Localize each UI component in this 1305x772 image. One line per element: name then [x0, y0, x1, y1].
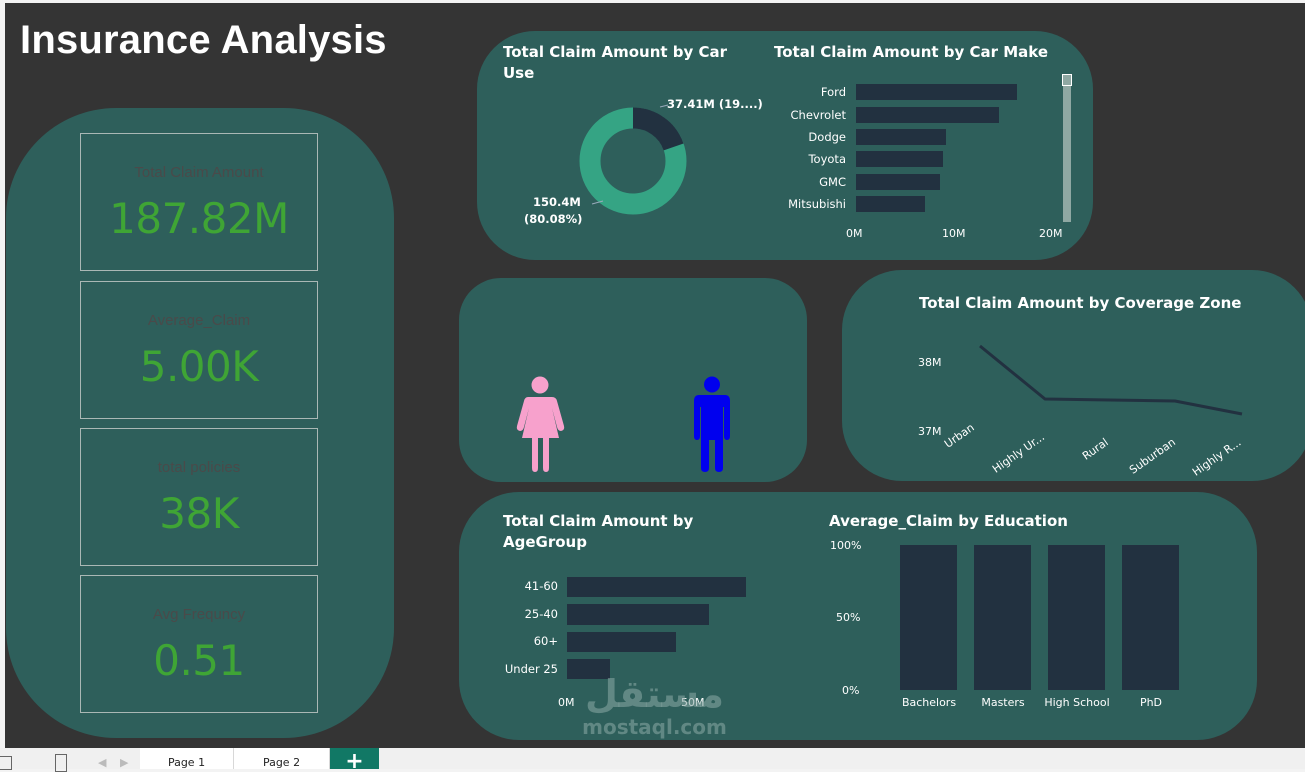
car-make-label: Dodge: [808, 130, 846, 144]
kpi-label: Total Claim Amount: [134, 164, 264, 181]
scrollbar-thumb[interactable]: [1062, 74, 1072, 86]
kpi-label: Avg Frequncy: [152, 606, 246, 623]
prev-page-icon[interactable]: ◀: [98, 756, 107, 769]
page-title: Insurance Analysis: [20, 18, 387, 62]
agegroup-bar-25-40[interactable]: [567, 604, 709, 625]
car-make-xtick: 0M: [846, 227, 863, 240]
car-panel: [477, 31, 1093, 260]
kpi-value: 187.82M: [109, 194, 289, 243]
donut-label-personal-value: 150.4M: [533, 195, 581, 209]
car-make-bar-mitsubishi[interactable]: [856, 196, 925, 212]
fit-page-icon[interactable]: [0, 756, 12, 770]
education-xtick: Bachelors: [901, 696, 957, 709]
car-make-bar-chevrolet[interactable]: [856, 107, 999, 123]
education-chart-title: Average_Claim by Education: [829, 512, 1068, 530]
donut-slice-commercial[interactable]: [632, 107, 684, 151]
coverage-chart-title: Total Claim Amount by Coverage Zone: [919, 294, 1242, 312]
agegroup-label: 60+: [533, 634, 558, 648]
watermark: مستقل mostaql.com: [572, 672, 737, 738]
kpi-card-total-policies[interactable]: total policies 38K: [80, 428, 318, 566]
coverage-ytick: 38M: [918, 356, 942, 369]
car-make-label: Chevrolet: [790, 108, 847, 122]
next-page-icon[interactable]: ▶: [120, 756, 129, 769]
add-page-button[interactable]: +: [330, 748, 379, 769]
tab-page-1[interactable]: Page 1: [140, 748, 234, 769]
car-use-donut-chart[interactable]: [560, 100, 700, 230]
coverage-panel: [842, 270, 1305, 481]
education-bar-high-school[interactable]: [1048, 545, 1105, 690]
watermark-latin: mostaql.com: [582, 715, 727, 739]
kpi-label: Average_Claim: [147, 312, 251, 329]
car-make-scrollbar[interactable]: [1062, 74, 1072, 222]
agegroup-bar-60-plus[interactable]: [567, 632, 676, 652]
car-make-chart-title: Total Claim Amount by Car Make: [774, 43, 1049, 61]
car-make-bar-dodge[interactable]: [856, 129, 946, 145]
kpi-card-avg-frequency[interactable]: Avg Frequncy 0.51: [80, 575, 318, 713]
kpi-value: 5.00K: [139, 342, 259, 391]
agegroup-label: 41-60: [524, 579, 558, 593]
kpi-panel: [6, 108, 394, 738]
education-xtick: Masters: [981, 696, 1025, 709]
car-make-label: Toyota: [808, 152, 846, 166]
car-make-bar-gmc[interactable]: [856, 174, 940, 190]
car-make-bar-toyota[interactable]: [856, 151, 943, 167]
education-ytick: 0%: [842, 684, 860, 697]
kpi-card-average-claim[interactable]: Average_Claim 5.00K: [80, 281, 318, 419]
agegroup-label: Under 25: [504, 662, 558, 676]
education-ytick: 50%: [836, 611, 861, 624]
car-make-bar-ford[interactable]: [856, 84, 1017, 100]
education-xtick: High School: [1044, 696, 1110, 709]
gender-panel: [459, 278, 807, 482]
education-xtick: PhD: [1139, 696, 1163, 709]
coverage-line-chart[interactable]: [960, 330, 1260, 430]
mobile-layout-icon[interactable]: [55, 754, 67, 772]
education-bar-masters[interactable]: [974, 545, 1031, 690]
agegroup-bar-under-25[interactable]: [567, 659, 610, 679]
top-strip: [0, 0, 1305, 3]
education-ytick: 100%: [830, 539, 862, 552]
car-use-chart-title: Total Claim Amount by Car Use: [503, 43, 728, 82]
car-make-xtick: 20M: [1039, 227, 1063, 240]
kpi-value: 0.51: [153, 636, 245, 685]
agegroup-label: 25-40: [524, 607, 558, 621]
education-bar-phd[interactable]: [1122, 545, 1179, 690]
education-bar-bachelors[interactable]: [900, 545, 957, 690]
car-make-label: Ford: [820, 85, 846, 99]
car-make-label: GMC: [819, 175, 846, 189]
watermark-arabic: مستقل: [585, 672, 724, 716]
agegroup-bar-41-60[interactable]: [567, 577, 746, 597]
kpi-label: total policies: [157, 459, 241, 476]
female-icon[interactable]: [516, 376, 566, 472]
kpi-card-total-claim[interactable]: Total Claim Amount 187.82M: [80, 133, 318, 271]
kpi-value: 38K: [159, 489, 239, 538]
car-make-xtick: 10M: [942, 227, 966, 240]
tab-page-2[interactable]: Page 2: [234, 748, 330, 769]
male-icon[interactable]: [692, 376, 732, 472]
agegroup-xtick: 0M: [558, 696, 575, 709]
donut-label-commercial: 37.41M (19....): [667, 97, 763, 111]
agegroup-xtick: 50M: [681, 696, 705, 709]
coverage-ytick: 37M: [918, 425, 942, 438]
agegroup-chart-title: Total Claim Amount by AgeGroup: [503, 512, 694, 551]
donut-label-personal-percent: (80.08%): [524, 212, 583, 226]
car-make-label: Mitsubishi: [788, 197, 846, 211]
